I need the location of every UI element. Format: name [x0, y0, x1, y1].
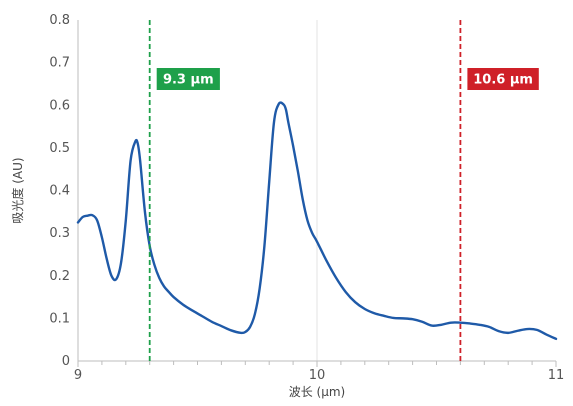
tick-labels: 0 0.1 0.2 0.3 0.4 0.5 0.6 0.7 0.8 9 10 11 [49, 13, 564, 383]
y-tick-label: 0 [62, 354, 70, 369]
y-tick-label: 0.4 [49, 184, 70, 199]
x-tick-label: 11 [548, 368, 565, 383]
y-tick-label: 0.6 [49, 98, 70, 113]
x-tick-label: 9 [74, 368, 82, 383]
y-tick-label: 0.3 [49, 226, 70, 241]
series-layer [76, 101, 558, 341]
marker-label-box [467, 68, 539, 90]
absorbance-series-line [76, 101, 558, 341]
y-axis-title: 吸光度 (AU) [10, 157, 25, 223]
marker-lines: 9.3 µm 10.6 µm [148, 20, 539, 361]
y-tick-label: 0.7 [49, 56, 70, 71]
x-tick-label: 10 [309, 368, 326, 383]
x-axis-title: 波长 (µm) [289, 385, 346, 399]
y-tick-label: 0.1 [49, 311, 70, 326]
marker-label: 9.3 µm [163, 73, 214, 88]
marker-label: 10.6 µm [473, 73, 533, 88]
marker-label-box [156, 68, 220, 90]
axes-layer [77, 20, 557, 367]
y-tick-label: 0.8 [49, 13, 70, 28]
y-tick-label: 0.5 [49, 141, 70, 156]
y-tick-label: 0.2 [49, 269, 70, 284]
